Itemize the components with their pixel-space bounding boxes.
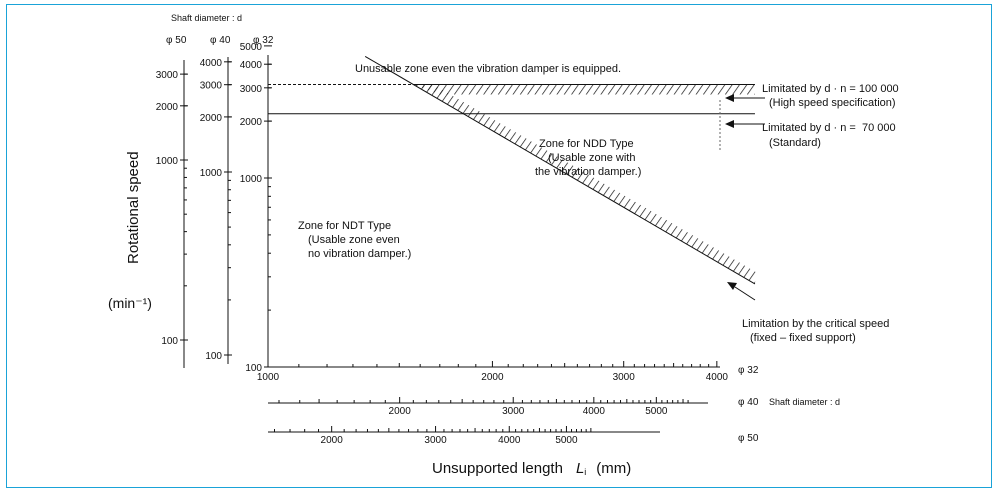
- y-tick-label: 2000: [240, 117, 263, 128]
- annotation-ndd-line3: the vibration damper.): [535, 166, 641, 178]
- y-tick-label: 2000: [200, 113, 223, 124]
- y-tick-label: 4000: [200, 58, 223, 69]
- annotation-70000-line2: (Standard): [769, 137, 821, 149]
- y-axis-unit: (min⁻¹): [108, 295, 152, 311]
- x-axis-title: Unsupported length Li (mm): [432, 460, 631, 477]
- annotation-ndd-line1: Zone for NDD Type: [539, 138, 634, 150]
- x-axis-diameter-phi32: φ 32: [738, 365, 759, 376]
- annotation-unusable-zone: Unusable zone even the vibration damper …: [355, 63, 621, 75]
- x-axis-symbol-sub: i: [584, 467, 586, 477]
- y-tick-label: 3000: [156, 70, 179, 81]
- x-tick-label: 1000: [257, 372, 280, 383]
- y-axis-title: Rotational speed: [125, 151, 142, 264]
- annotation-100000-line2: (High speed specification): [769, 97, 896, 109]
- annotation-critical-line2: (fixed – fixed support): [750, 332, 856, 344]
- chart-frame: [6, 4, 992, 488]
- y-shaft-diameter-label: Shaft diameter : d: [171, 13, 242, 23]
- annotation-critical-line1: Limitation by the critical speed: [742, 318, 889, 330]
- y-axis-diameter-phi50: φ 50: [166, 35, 187, 46]
- y-tick-label: 100: [205, 351, 222, 362]
- x-tick-label: 3000: [424, 435, 447, 446]
- y-tick-label: 1000: [200, 168, 223, 179]
- y-tick-label: 2000: [156, 102, 179, 113]
- x-axis-symbol: L: [576, 460, 584, 477]
- y-tick-label: 4000: [240, 60, 263, 71]
- x-tick-label: 2000: [389, 406, 412, 417]
- y-axis-diameter-phi40: φ 40: [210, 35, 231, 46]
- x-axis-shaft-diameter-label: Shaft diameter : d: [769, 397, 840, 407]
- y-tick-label: 1000: [156, 156, 179, 167]
- x-tick-label: 5000: [645, 406, 668, 417]
- arrow-critical-head: [727, 282, 737, 290]
- y-tick-label: 3000: [200, 81, 223, 92]
- hatched-limit-band: [413, 84, 755, 95]
- x-tick-label: 3000: [613, 372, 636, 383]
- x-tick-label: 4000: [706, 372, 729, 383]
- y-tick-label: 100: [161, 336, 178, 347]
- annotation-70000-line1: Limitated by d · n = 70 000: [762, 122, 896, 134]
- y-tick-label: 100: [245, 363, 262, 374]
- annotation-ndt-line2: (Usable zone even: [308, 234, 400, 246]
- arrow-100000-head: [725, 94, 734, 102]
- x-tick-label: 4000: [498, 435, 521, 446]
- x-tick-label: 2000: [321, 435, 344, 446]
- y-axis-ticks: 100 1000 2000 3000 100 1000 2000 3000 4000 100 100…: [156, 42, 272, 374]
- series-line-critical-speed: [364, 55, 756, 285]
- y-tick-label: 1000: [240, 174, 263, 185]
- arrow-70000-head: [725, 120, 734, 128]
- x-axis-unit: (mm): [596, 460, 631, 477]
- annotation-ndt-line1: Zone for NDT Type: [298, 220, 391, 232]
- y-tick-label: 5000: [240, 42, 263, 53]
- y-axis-diameter-phi32: φ 32: [253, 35, 274, 46]
- x-tick-label: 5000: [555, 435, 578, 446]
- x-axis-diameter-phi40: φ 40: [738, 397, 759, 408]
- x-axis-diameter-phi50: φ 50: [738, 433, 759, 444]
- x-tick-label: 3000: [502, 406, 525, 417]
- x-axis-title-text: Unsupported length: [432, 460, 563, 477]
- annotation-ndd-line2: (Usable zone with: [548, 152, 635, 164]
- x-tick-label: 4000: [583, 406, 606, 417]
- arrow-critical-line: [734, 286, 756, 301]
- x-tick-label: 2000: [481, 372, 504, 383]
- annotation-ndt-line3: no vibration damper.): [308, 248, 411, 260]
- annotation-100000-line1: Limitated by d · n = 100 000: [762, 83, 899, 95]
- y-tick-label: 3000: [240, 84, 263, 95]
